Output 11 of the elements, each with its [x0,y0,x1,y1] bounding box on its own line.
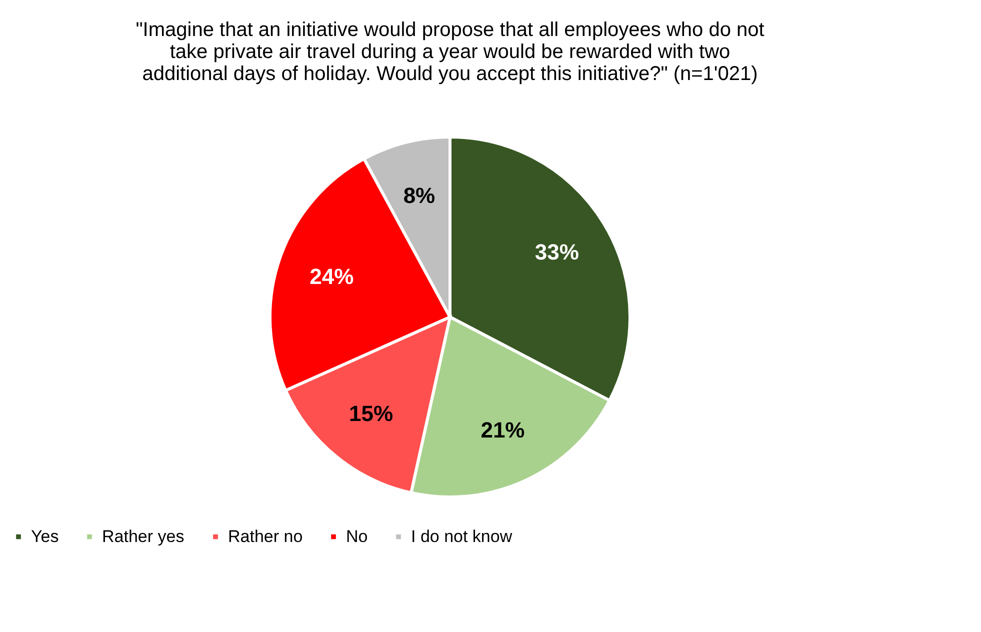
legend-label: Rather no [228,526,303,546]
legend-label: I do not know [411,526,513,546]
data-label: 8% [403,182,436,208]
data-label: 33% [534,239,579,264]
data-label: 24% [310,264,354,289]
data-label: 21% [480,417,525,442]
legend-label: No [346,526,368,546]
legend-label: Yes [31,526,59,546]
legend-label: Rather yes [102,526,184,546]
chart-title: "Imagine that an initiative would propose that all employees who do not take private air travel during a year would be rewarded with two additional days of holiday. Would you accept this initiative?" (n=1'021) [136,19,765,85]
data-label: 15% [348,400,394,426]
